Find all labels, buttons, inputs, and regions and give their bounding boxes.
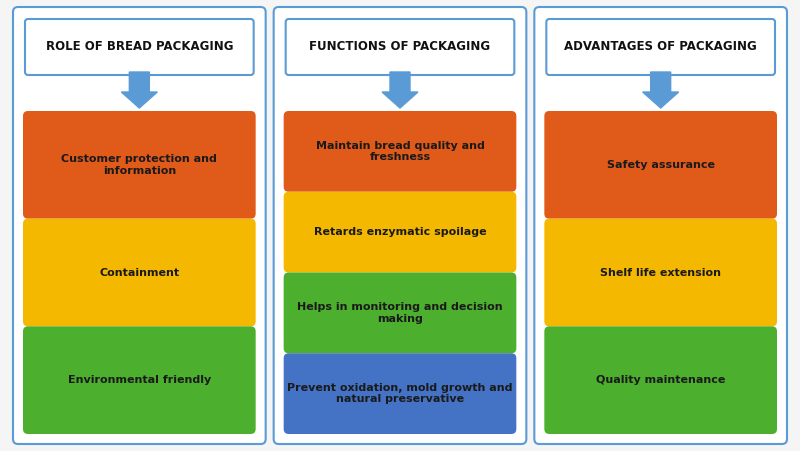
Text: Safety assurance: Safety assurance <box>606 160 714 170</box>
Text: FUNCTIONS OF PACKAGING: FUNCTIONS OF PACKAGING <box>310 41 490 54</box>
FancyBboxPatch shape <box>286 19 514 75</box>
Text: Containment: Containment <box>99 267 179 277</box>
FancyBboxPatch shape <box>544 219 777 327</box>
Polygon shape <box>122 72 158 108</box>
FancyBboxPatch shape <box>25 19 254 75</box>
FancyBboxPatch shape <box>544 111 777 219</box>
FancyBboxPatch shape <box>534 7 787 444</box>
Text: Maintain bread quality and
freshness: Maintain bread quality and freshness <box>315 141 485 162</box>
FancyBboxPatch shape <box>544 327 777 434</box>
FancyBboxPatch shape <box>546 19 775 75</box>
Polygon shape <box>382 72 418 108</box>
Text: ADVANTAGES OF PACKAGING: ADVANTAGES OF PACKAGING <box>564 41 757 54</box>
Text: Helps in monitoring and decision
making: Helps in monitoring and decision making <box>297 302 503 324</box>
Text: Retards enzymatic spoilage: Retards enzymatic spoilage <box>314 227 486 237</box>
FancyBboxPatch shape <box>284 111 516 192</box>
Polygon shape <box>642 72 678 108</box>
Text: Quality maintenance: Quality maintenance <box>596 375 726 385</box>
FancyBboxPatch shape <box>23 219 256 327</box>
Text: Customer protection and
information: Customer protection and information <box>62 154 218 175</box>
FancyBboxPatch shape <box>284 353 516 434</box>
Text: ROLE OF BREAD PACKAGING: ROLE OF BREAD PACKAGING <box>46 41 233 54</box>
FancyBboxPatch shape <box>13 7 266 444</box>
Text: Shelf life extension: Shelf life extension <box>600 267 721 277</box>
FancyBboxPatch shape <box>274 7 526 444</box>
FancyBboxPatch shape <box>284 192 516 272</box>
Text: Prevent oxidation, mold growth and
natural preservative: Prevent oxidation, mold growth and natur… <box>287 383 513 405</box>
FancyBboxPatch shape <box>23 111 256 219</box>
FancyBboxPatch shape <box>23 327 256 434</box>
Text: Environmental friendly: Environmental friendly <box>68 375 211 385</box>
FancyBboxPatch shape <box>284 272 516 353</box>
